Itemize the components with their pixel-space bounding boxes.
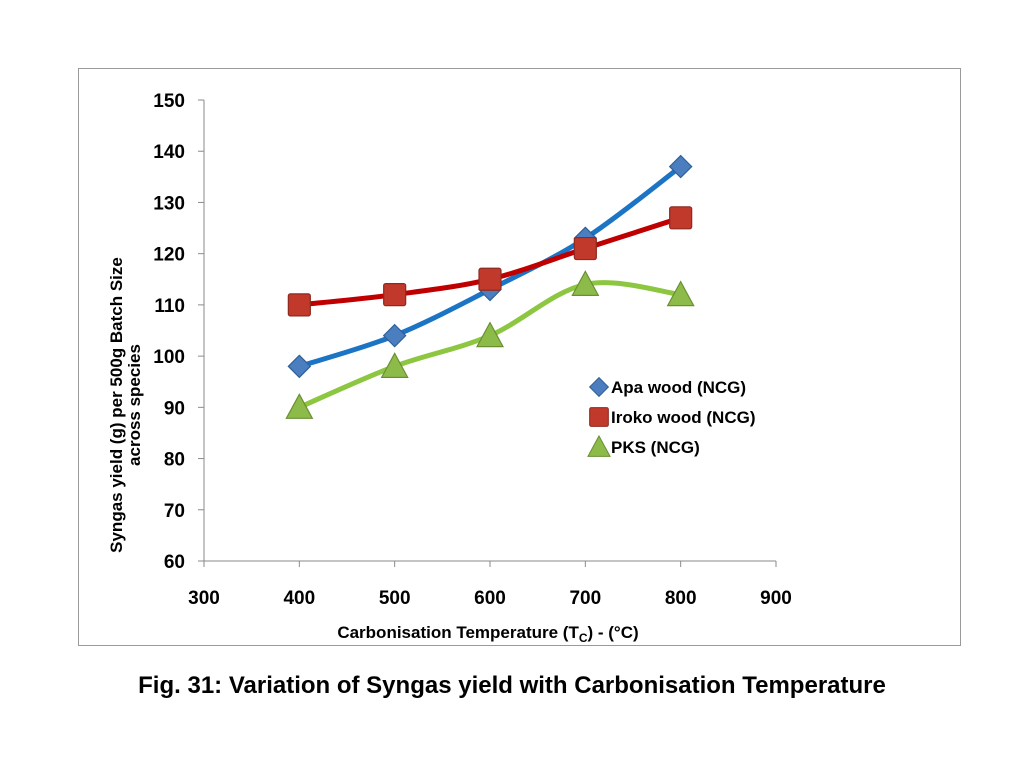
syngas-chart: 60 70 80 90 100 110 120 130 140 150 300 400 500 600 70… [107,91,792,645]
y-tick-label: 60 [164,552,185,573]
x-tick-label: 800 [665,588,697,609]
data-point-triangle [380,352,409,378]
data-point-square [383,283,407,307]
data-markers [285,154,695,419]
legend-label: PKS (NCG) [611,438,700,457]
data-point-diamond [382,323,407,348]
y-tick-label: 120 [153,245,185,266]
data-point-triangle [666,280,695,307]
data-point-square [573,236,597,261]
y-tick-label: 90 [164,398,185,419]
data-point-diamond [668,154,693,179]
legend-marker-square [589,407,609,427]
axes: 60 70 80 90 100 110 120 130 140 150 300 400 500 600 70… [153,91,792,609]
y-tick-label: 80 [164,450,185,471]
chart-frame: 60 70 80 90 100 110 120 130 140 150 300 400 500 600 70… [78,68,961,646]
legend-marker-triangle [587,434,611,457]
y-tick-label: 100 [153,347,185,368]
data-point-square [478,267,502,291]
x-tick-label: 300 [188,588,220,609]
y-tick-label: 130 [153,193,185,214]
x-tick-label: 900 [760,588,792,609]
x-axis-title-main: Carbonisation Temperature (T [337,623,579,642]
figure-caption: Fig. 31: Variation of Syngas yield with … [138,672,886,699]
y-tick-label: 70 [164,501,185,522]
data-point-triangle [571,270,600,296]
legend: Apa wood (NCG) Iroko wood (NCG) PKS (NCG) [587,376,755,457]
data-point-triangle [475,321,505,348]
y-axis-title-line2: across species [125,344,144,466]
legend-label: Apa wood (NCG) [611,378,746,397]
data-point-triangle [285,393,314,419]
data-point-diamond [287,354,312,379]
y-tick-label: 150 [153,91,185,112]
y-tick-label: 110 [154,296,185,317]
data-point-square [669,206,693,230]
x-tick-label: 500 [379,588,411,609]
legend-marker-diamond [588,376,610,398]
y-tick-label: 140 [153,142,185,163]
x-axis-title-sub: C [579,631,588,645]
y-axis-title-line1: Syngas yield (g) per 500g Batch Size [107,257,126,553]
x-axis-title: Carbonisation Temperature (TC) - (°C) [337,623,638,645]
x-tick-label: 600 [474,588,506,609]
y-axis-title: Syngas yield (g) per 500g Batch Size acr… [107,257,144,553]
legend-label: Iroko wood (NCG) [611,408,755,427]
x-tick-label: 700 [569,588,601,609]
x-axis-title-suffix: ) - (°C) [588,623,639,642]
x-tick-label: 400 [283,588,315,609]
data-point-square [287,293,311,317]
